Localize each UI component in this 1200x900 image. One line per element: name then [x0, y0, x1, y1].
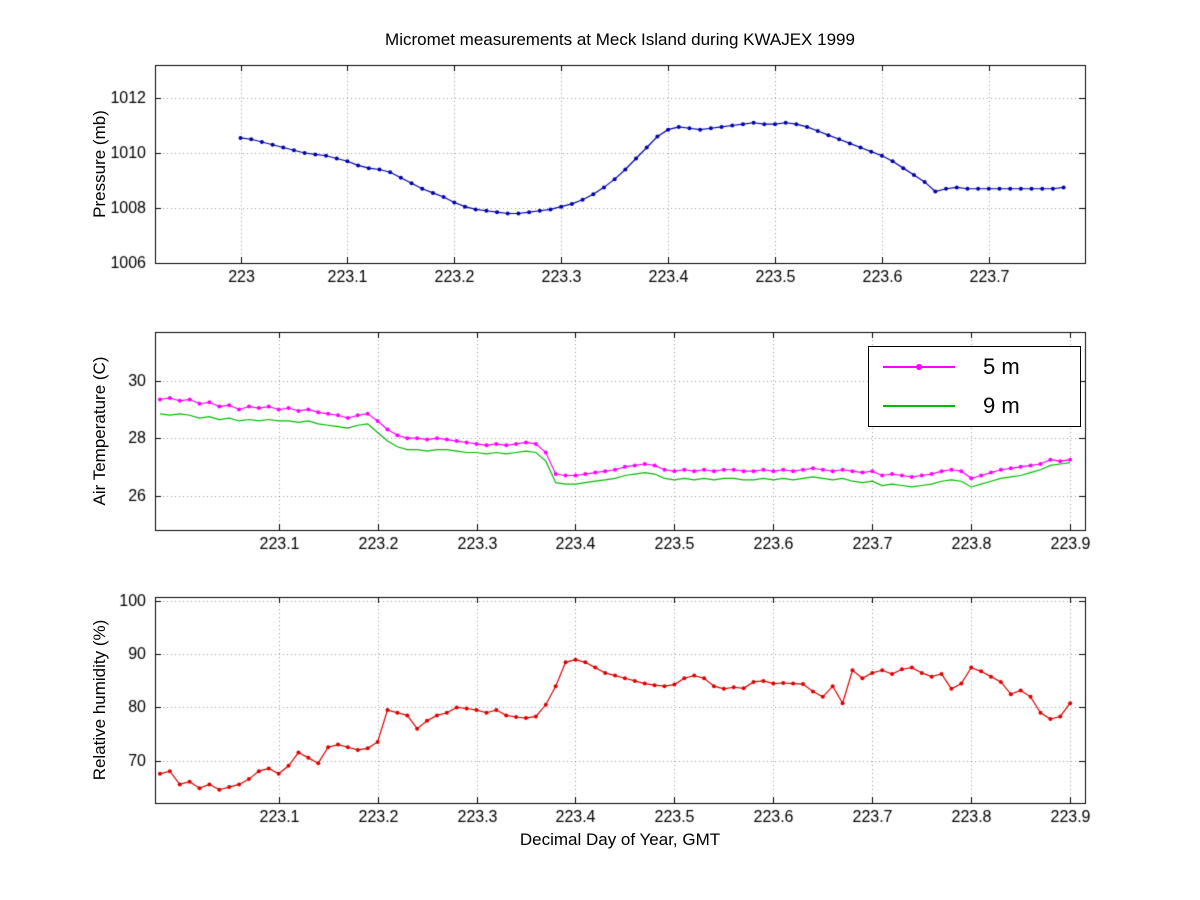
temperature-ylabel: Air Temperature (C)	[90, 356, 109, 506]
legend-line-9m-sample	[883, 404, 955, 407]
legend: 5 m 9 m	[868, 346, 1081, 427]
legend-entry-9m: 9 m	[869, 386, 1080, 425]
legend-entry-5m: 5 m	[869, 347, 1080, 386]
pressure-ylabel: Pressure (mb)	[90, 110, 109, 218]
figure-title: Micromet measurements at Meck Island dur…	[385, 30, 855, 49]
humidity-ylabel: Relative humidity (%)	[90, 619, 109, 781]
legend-line-5m-sample	[883, 363, 955, 370]
legend-label-5m: 5 m	[983, 353, 1020, 379]
legend-label-9m: 9 m	[983, 392, 1020, 418]
legend-marker-5m	[916, 363, 922, 370]
x-axis-label: Decimal Day of Year, GMT	[519, 830, 721, 849]
